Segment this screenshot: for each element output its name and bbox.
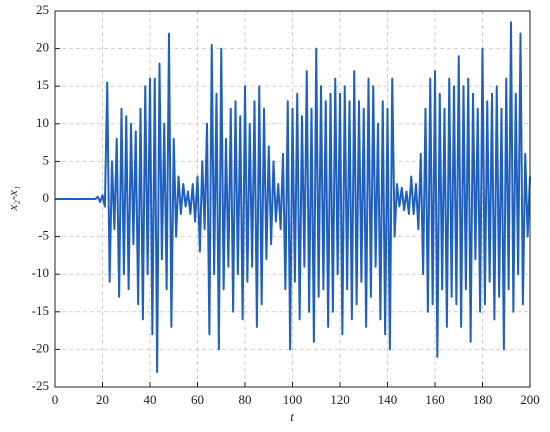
x-tick-label: 40 [144, 392, 157, 407]
plot-frame [54, 10, 531, 388]
y-tick-label: 0 [43, 190, 50, 205]
y-tick-label: 25 [36, 2, 49, 17]
x-tick-label: 160 [425, 392, 445, 407]
data-line [55, 21, 531, 373]
y-tick-label: 10 [36, 115, 49, 130]
x-tick-label: 20 [96, 392, 109, 407]
x-tick-label: 0 [52, 392, 59, 407]
x-tick-label: 140 [378, 392, 398, 407]
y-tick-label: -25 [32, 378, 49, 393]
y-tick-label: 20 [36, 40, 49, 55]
x-tick-label: 180 [473, 392, 493, 407]
y-tick-label: -20 [32, 340, 49, 355]
x-tick-label: 200 [520, 392, 540, 407]
y-tick-label: -10 [32, 265, 49, 280]
y-tick-label: 5 [43, 152, 50, 167]
y-tick-label: 15 [36, 77, 49, 92]
x-tick-label: 120 [330, 392, 350, 407]
x-tick-label: 60 [191, 392, 204, 407]
y-tick-label: -15 [32, 303, 49, 318]
x-tick-label: 100 [283, 392, 303, 407]
x-axis-label: t [290, 409, 294, 424]
x-tick-label: 80 [239, 392, 252, 407]
y-tick-label: -5 [38, 228, 49, 243]
y-axis-label: x₂-x₁ [5, 186, 20, 212]
